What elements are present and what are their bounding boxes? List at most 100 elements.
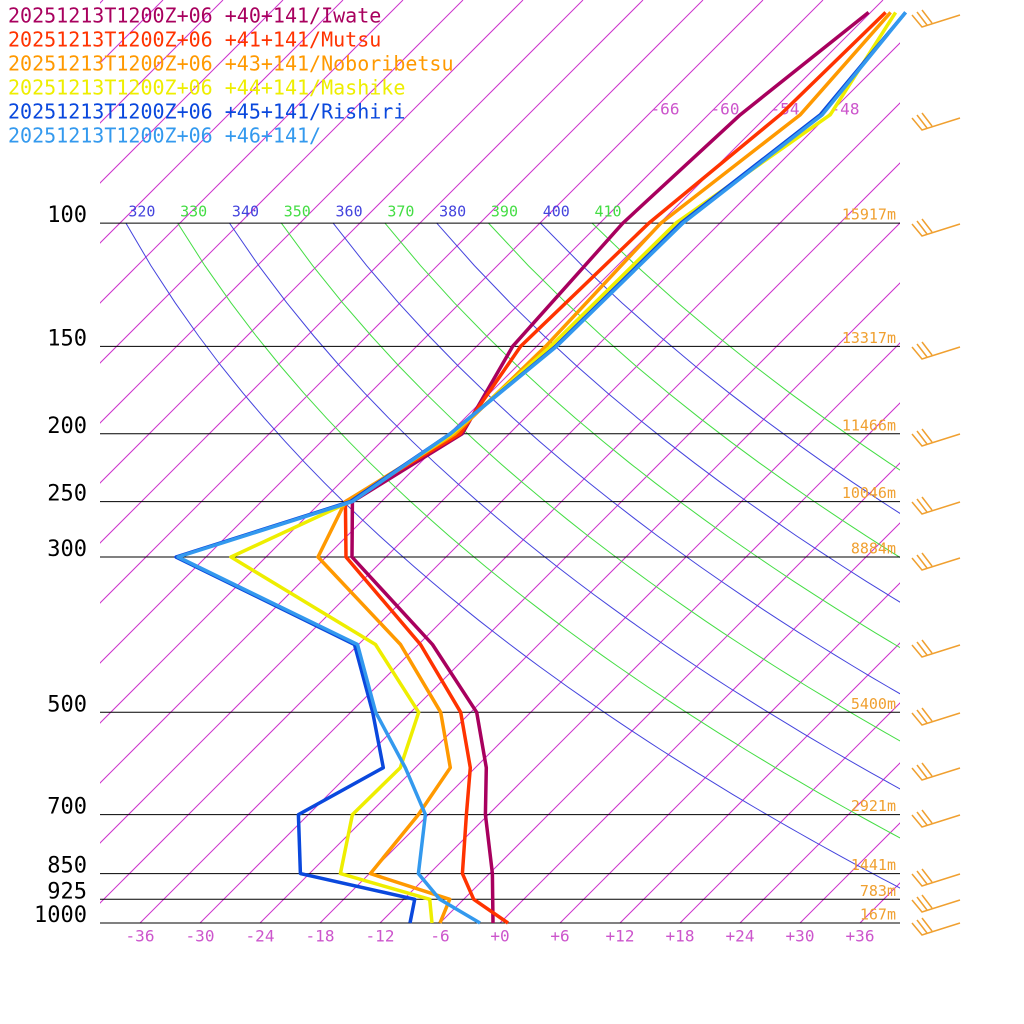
isotherm: [100, 0, 404, 304]
theta-label: 390: [491, 203, 518, 221]
height-label: 783m: [860, 882, 896, 900]
height-label: 8884m: [851, 540, 896, 558]
isotherm: [259, 282, 900, 923]
isotherm: [100, 0, 824, 724]
temperature-profile: [229, 11, 898, 924]
legend-entry: 20251213T1200Z+06 +44+141/Mashike: [8, 76, 405, 100]
wind-barb: [911, 639, 961, 658]
x-tick-label: +6: [550, 927, 569, 946]
theta-label: 410: [595, 203, 622, 221]
height-label: 2921m: [851, 797, 896, 815]
x-tick-label: -12: [366, 927, 395, 946]
wind-barb: [911, 112, 961, 131]
y-tick-label: 250: [47, 482, 87, 507]
theta-label: 330: [180, 203, 207, 221]
wind-barb: [911, 917, 961, 936]
wind-barb: [911, 218, 961, 237]
x-tick-label: -6: [430, 927, 449, 946]
height-label: 5400m: [851, 695, 896, 713]
isotherm: [859, 882, 900, 923]
legend-entry: 20251213T1200Z+06 +41+141/Mutsu: [8, 28, 381, 52]
isotherm: [199, 222, 900, 923]
y-tick-label: 300: [47, 537, 87, 562]
isotherm: [739, 762, 900, 923]
x-tick-label: +30: [786, 927, 815, 946]
height-label: 10046m: [842, 484, 896, 502]
legend-entry: 20251213T1200Z+06 +45+141/Rishiri: [8, 100, 405, 124]
isotherm: [100, 0, 764, 664]
height-label: 15917m: [842, 206, 896, 224]
isotherm: [559, 582, 900, 923]
isotherm-label: -66: [651, 100, 680, 119]
y-tick-label: 925: [47, 879, 87, 904]
x-tick-label: +12: [606, 927, 635, 946]
isotherm: [100, 0, 464, 364]
y-tick-label: 100: [47, 203, 87, 228]
dry-adiabat: [229, 222, 900, 790]
temperature-profile: [316, 11, 892, 924]
temperature-profile: [343, 11, 887, 925]
isotherm: [379, 402, 900, 923]
isotherm: [619, 642, 900, 923]
wind-barb: [911, 9, 961, 28]
dry-adiabat: [280, 222, 900, 742]
isotherm-label: -60: [711, 100, 740, 119]
x-tick-label: +24: [726, 927, 755, 946]
isotherm: [100, 0, 644, 544]
legend-entry: 20251213T1200Z+06 +43+141/Noboribetsu: [8, 52, 454, 76]
isotherm: [439, 462, 900, 923]
wind-barb: [911, 707, 961, 726]
wind-barb: [911, 341, 961, 360]
isotherm: [100, 0, 584, 484]
isotherm: [100, 42, 900, 844]
temperature-profile: [174, 11, 907, 924]
x-tick-label: +0: [490, 927, 509, 946]
theta-label: 320: [128, 203, 155, 221]
y-tick-label: 850: [47, 854, 87, 879]
theta-label: 380: [439, 203, 466, 221]
isotherm: [100, 0, 524, 424]
dry-adiabat: [591, 222, 900, 471]
x-tick-label: -30: [186, 927, 215, 946]
theta-label: 340: [232, 203, 259, 221]
y-tick-label: 500: [47, 692, 87, 717]
temperature-profile: [350, 11, 870, 924]
wind-barb: [911, 428, 961, 447]
wind-barb: [911, 762, 961, 781]
theta-label: 400: [543, 203, 570, 221]
height-label: 11466m: [842, 416, 896, 434]
isotherm: [100, 102, 900, 904]
height-label: 13317m: [842, 329, 896, 347]
y-tick-label: 700: [47, 795, 87, 820]
legend-entry: 20251213T1200Z+06 +40+141/Iwate: [8, 4, 381, 28]
temperature-profile: [176, 11, 907, 925]
dry-adiabat: [332, 222, 900, 695]
wind-barb: [911, 552, 961, 571]
theta-label: 370: [387, 203, 414, 221]
legend-entry: 20251213T1200Z+06 +46+141/: [8, 124, 321, 148]
wind-barb: [911, 868, 961, 887]
theta-label: 350: [284, 203, 311, 221]
x-tick-label: +36: [846, 927, 875, 946]
x-tick-label: -24: [246, 927, 275, 946]
x-tick-label: -18: [306, 927, 335, 946]
isotherm: [799, 822, 900, 923]
y-tick-label: 200: [47, 414, 87, 439]
isotherm: [100, 0, 284, 184]
isotherm: [679, 702, 900, 923]
isotherm: [100, 0, 884, 784]
isotherm: [100, 0, 704, 604]
isotherm: [499, 522, 900, 923]
y-tick-label: 150: [47, 326, 87, 351]
isotherm: [100, 0, 344, 244]
x-tick-label: +18: [666, 927, 695, 946]
height-label: 1441m: [851, 856, 896, 874]
wind-barb: [911, 894, 961, 913]
wind-barb: [911, 809, 961, 828]
y-tick-label: 1000: [34, 903, 87, 928]
theta-label: 360: [336, 203, 363, 221]
isotherm: [319, 342, 900, 923]
